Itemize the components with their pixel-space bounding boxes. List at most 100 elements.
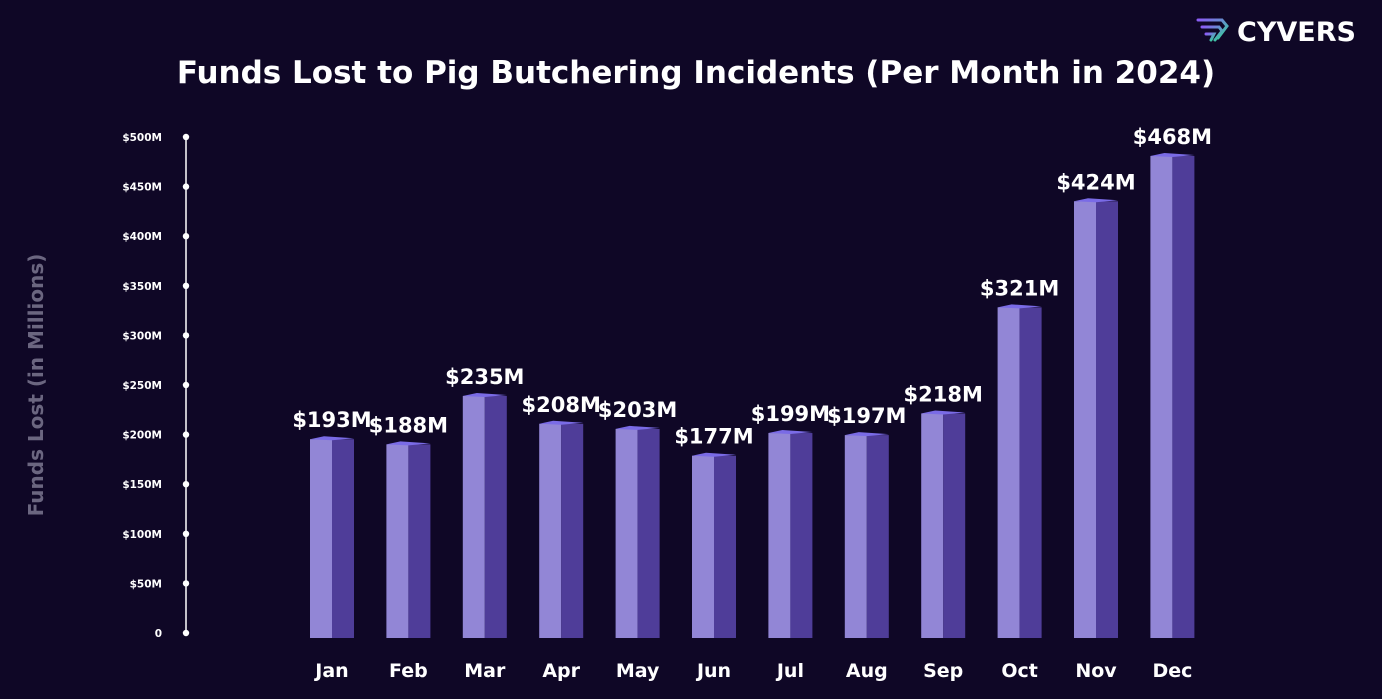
y-tick-dot <box>182 580 190 587</box>
x-tick-label: Mar <box>464 660 506 682</box>
y-tick-label: $400M <box>122 231 162 243</box>
bar-jun: $177M Jun <box>674 425 753 682</box>
x-tick-label: Sep <box>923 660 963 682</box>
bar-top-face <box>310 436 354 441</box>
bar-side-face <box>408 444 431 638</box>
y-tick-dot <box>182 530 190 537</box>
x-tick-label: Aug <box>846 660 888 682</box>
data-label: $197M <box>827 404 906 428</box>
bar-sep: $218M Sep <box>904 382 983 682</box>
y-tick-label: $450M <box>122 182 162 194</box>
bar-top-face <box>462 392 507 397</box>
y-tick-label: $150M <box>122 479 162 491</box>
bar-feb: $188M Feb <box>369 413 448 682</box>
bar-front-face <box>386 444 409 638</box>
y-tick-dot <box>182 431 190 438</box>
x-tick-label: May <box>616 660 660 682</box>
bar-top-face <box>539 420 584 425</box>
bar-side-face <box>790 433 813 638</box>
y-tick-label: $50M <box>130 578 162 590</box>
y-tick-label: $500M <box>122 132 162 144</box>
data-label: $235M <box>445 365 524 389</box>
bar-top-face <box>844 432 889 437</box>
bar-side-face <box>1019 307 1042 638</box>
data-label: $424M <box>1056 170 1135 194</box>
bar-side-face <box>943 413 966 638</box>
y-axis-label: Funds Lost (in Millions) <box>24 254 48 517</box>
bar-front-face <box>539 423 562 638</box>
bar-side-face <box>484 395 507 638</box>
x-tick-label: Feb <box>389 660 428 682</box>
bar-jan: $193M Jan <box>292 408 371 682</box>
bar-side-face <box>637 428 660 638</box>
y-tick-dot <box>182 282 190 289</box>
bar-mar: $235M Mar <box>445 365 524 682</box>
chart-title: Funds Lost to Pig Butchering Incidents (… <box>177 55 1215 91</box>
data-label: $188M <box>369 413 448 437</box>
data-label: $218M <box>904 382 983 406</box>
x-tick-label: Apr <box>542 660 580 682</box>
x-tick-label: Nov <box>1075 660 1117 682</box>
bar-may: $203M May <box>598 398 677 682</box>
bar-side-face <box>332 439 354 638</box>
y-tick-dot <box>182 381 190 389</box>
bar-front-face <box>1150 155 1173 638</box>
x-tick-label: Jun <box>695 660 731 682</box>
brand-name: CYVERS <box>1237 17 1356 48</box>
y-tick-label: $300M <box>122 330 162 342</box>
bar-top-face <box>615 425 660 430</box>
bar-oct: $321M Oct <box>980 276 1059 682</box>
bar-dec: $468M Dec <box>1133 125 1212 682</box>
data-label: $193M <box>292 408 371 432</box>
bar-front-face <box>615 428 638 638</box>
data-label: $468M <box>1133 125 1212 149</box>
bar-front-face <box>844 435 867 638</box>
bar-top-face <box>1074 198 1118 203</box>
bar-front-face <box>921 413 944 638</box>
data-label: $177M <box>674 425 753 449</box>
data-label: $321M <box>980 276 1059 300</box>
x-tick-label: Jan <box>313 660 348 682</box>
x-tick-label: Oct <box>1001 660 1038 682</box>
cyvers-logo-icon <box>1196 18 1229 42</box>
data-label: $208M <box>522 393 601 417</box>
y-tick-dot <box>182 233 190 240</box>
bar-aug: $197M Aug <box>827 404 906 682</box>
bar-side-face <box>561 423 584 638</box>
y-tick-label: $250M <box>122 380 162 392</box>
bar-front-face <box>997 307 1020 638</box>
bar-side-face <box>1172 155 1195 638</box>
bar-top-face <box>997 304 1042 309</box>
bar-top-face <box>1150 152 1195 157</box>
bar-top-face <box>692 452 736 457</box>
y-tick-dot <box>182 183 190 190</box>
x-tick-label: Jul <box>775 660 804 682</box>
bar-front-face <box>1074 201 1096 638</box>
bar-apr: $208M Apr <box>522 393 601 682</box>
data-label: $203M <box>598 398 677 422</box>
bar-jul: $199M Jul <box>751 402 830 682</box>
bar-side-face <box>714 455 736 638</box>
y-tick-label: $100M <box>122 529 162 541</box>
data-label: $199M <box>751 402 830 426</box>
bar-front-face <box>768 433 791 638</box>
y-tick-dot <box>182 629 190 637</box>
y-tick-label: $200M <box>122 430 162 442</box>
bar-front-face <box>310 439 332 638</box>
y-tick-label: $350M <box>122 281 162 293</box>
bar-side-face <box>1096 201 1118 638</box>
bar-front-face <box>692 455 714 638</box>
y-tick-label: 0 <box>155 628 162 640</box>
bar-front-face <box>462 395 485 638</box>
x-tick-label: Dec <box>1152 660 1192 682</box>
y-tick-dot <box>182 481 190 488</box>
y-tick-dot <box>182 133 190 141</box>
bar-side-face <box>866 435 889 638</box>
brand-logo: CYVERS <box>1196 17 1356 48</box>
bar-nov: $424M Nov <box>1056 170 1135 682</box>
bar-top-face <box>386 441 431 446</box>
y-tick-dot <box>182 332 190 339</box>
bar-top-face <box>768 430 813 435</box>
bar-top-face <box>921 410 966 415</box>
